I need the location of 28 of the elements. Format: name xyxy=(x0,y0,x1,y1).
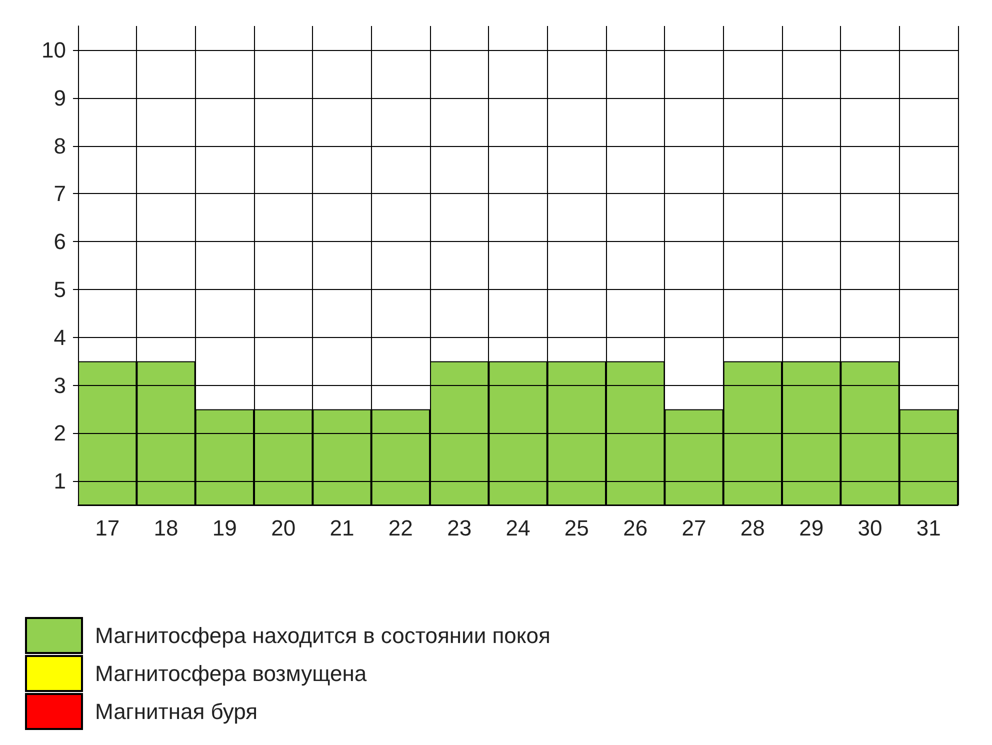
x-tick-label: 26 xyxy=(623,516,648,540)
y-tick-label: 3 xyxy=(54,372,66,398)
y-tick-label: 6 xyxy=(54,229,66,254)
x-tick-label: 23 xyxy=(447,516,472,540)
y-tick-label: 9 xyxy=(54,85,66,110)
x-tick-label: 18 xyxy=(154,516,178,540)
y-tick-label: 1 xyxy=(54,468,66,494)
x-tick-label: 28 xyxy=(740,516,765,540)
y-tick-label: 2 xyxy=(54,420,66,446)
x-tick-label: 17 xyxy=(95,516,120,540)
x-tick-label: 27 xyxy=(682,516,706,540)
legend-label: Магнитосфера находится в состоянии покоя xyxy=(95,623,550,648)
x-tick-label: 22 xyxy=(388,516,413,540)
x-tick-label: 30 xyxy=(858,516,882,540)
y-tick-label: 5 xyxy=(54,276,66,302)
x-tick-label: 20 xyxy=(271,516,296,540)
legend-label: Магнитосфера возмущена xyxy=(95,661,368,686)
y-tick-label: 8 xyxy=(54,133,66,158)
legend-label: Магнитная буря xyxy=(95,699,258,724)
x-tick-label: 19 xyxy=(212,516,237,540)
x-tick-label: 29 xyxy=(799,516,824,540)
y-tick-label: 7 xyxy=(54,181,66,206)
x-tick-label: 25 xyxy=(564,516,589,540)
x-tick-label: 21 xyxy=(330,516,354,540)
x-tick-label: 31 xyxy=(916,516,941,540)
y-tick-label: 10 xyxy=(42,37,66,62)
x-tick-label: 24 xyxy=(506,516,530,540)
y-tick-label: 4 xyxy=(54,324,66,350)
